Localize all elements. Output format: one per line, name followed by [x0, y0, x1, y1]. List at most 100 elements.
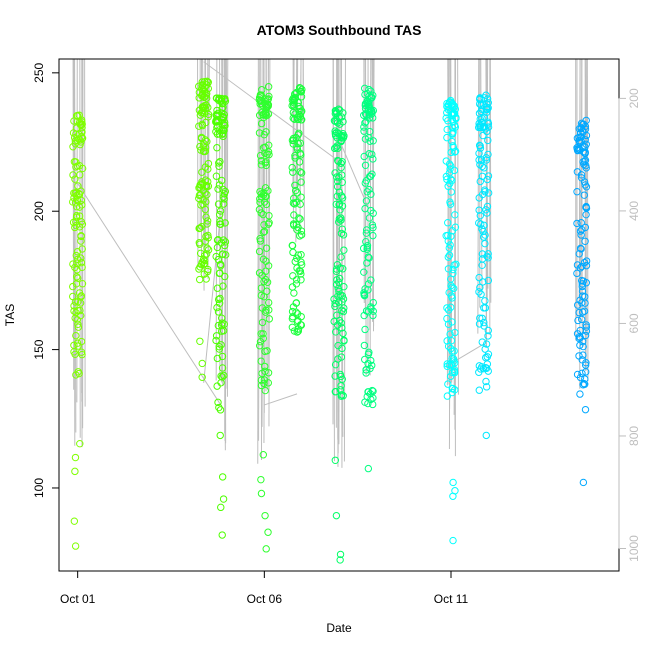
data-point	[365, 185, 373, 194]
data-point	[199, 103, 207, 111]
data-point	[260, 113, 268, 122]
data-point	[579, 478, 588, 487]
data-point	[361, 84, 369, 93]
data-point	[201, 83, 209, 91]
data-point	[444, 265, 453, 273]
data-point	[200, 93, 208, 102]
data-point	[261, 149, 269, 157]
data-point	[476, 314, 484, 322]
data-point	[74, 182, 82, 190]
data-point	[75, 289, 84, 297]
data-point	[476, 177, 484, 186]
data-point	[289, 168, 297, 176]
data-point	[290, 200, 299, 208]
data-point	[338, 306, 346, 315]
data-point	[481, 231, 489, 239]
data-point	[196, 337, 204, 345]
data-point	[72, 308, 80, 317]
data-point	[369, 137, 377, 145]
data-point	[443, 175, 451, 184]
data-point	[337, 253, 345, 261]
data-point	[261, 511, 269, 520]
y-tick-label: 200	[32, 201, 46, 221]
data-point	[446, 372, 455, 381]
data-point	[260, 221, 268, 229]
data-point	[71, 137, 80, 145]
data-point	[369, 298, 377, 307]
data-point	[575, 133, 583, 142]
data-point	[582, 279, 591, 287]
secondary-tick-label: 1000	[627, 535, 641, 562]
data-point	[365, 100, 373, 109]
data-point	[363, 392, 371, 401]
data-point	[582, 359, 590, 367]
secondary-tick-label: 600	[627, 313, 641, 333]
data-point	[575, 250, 583, 258]
data-point	[481, 186, 489, 194]
data-point	[449, 478, 457, 487]
data-point	[366, 106, 374, 114]
data-point	[289, 134, 298, 143]
data-point	[573, 219, 581, 228]
data-point	[212, 336, 220, 345]
data-point	[256, 342, 264, 350]
data-point	[446, 165, 454, 173]
data-point	[265, 141, 273, 149]
data-point	[338, 344, 346, 353]
data-point	[289, 272, 297, 280]
data-point	[367, 276, 375, 284]
chart-title: ATOM3 Southbound TAS	[257, 22, 422, 38]
data-point	[216, 294, 224, 303]
data-point	[259, 334, 267, 343]
data-point	[484, 136, 492, 145]
data-point	[581, 361, 590, 369]
data-point	[219, 200, 228, 208]
data-point	[336, 386, 345, 394]
data-point	[214, 109, 222, 118]
data-point	[581, 380, 589, 388]
data-point	[484, 350, 493, 358]
data-point	[258, 318, 267, 327]
data-point	[480, 318, 488, 327]
trace-line	[268, 58, 271, 427]
data-point	[362, 226, 371, 234]
data-point	[446, 198, 454, 206]
data-point	[297, 321, 306, 329]
data-point	[574, 316, 582, 325]
data-point	[295, 84, 304, 92]
data-point	[334, 292, 342, 300]
data-point	[297, 116, 306, 124]
data-point	[196, 142, 204, 151]
data-point	[447, 336, 456, 345]
data-point	[478, 314, 486, 322]
data-point	[74, 274, 82, 282]
data-point	[580, 379, 588, 388]
data-point	[336, 370, 345, 379]
data-point	[75, 203, 84, 211]
data-point	[336, 120, 344, 128]
data-point	[447, 188, 456, 196]
data-point	[479, 233, 488, 241]
data-point	[213, 144, 221, 152]
data-point	[484, 120, 493, 128]
data-point	[448, 388, 456, 397]
data-point	[217, 314, 226, 322]
data-point	[333, 109, 341, 118]
data-point	[337, 214, 345, 222]
data-point	[255, 111, 264, 119]
data-point	[359, 244, 368, 253]
data-point	[332, 328, 340, 336]
data-point	[338, 178, 346, 187]
data-point	[576, 373, 585, 382]
data-point	[265, 211, 273, 220]
data-point	[195, 275, 204, 284]
data-point	[289, 303, 298, 311]
data-point	[288, 241, 297, 250]
data-point	[72, 273, 81, 281]
data-point	[217, 96, 226, 105]
trace-line	[260, 58, 263, 461]
data-point	[217, 379, 225, 387]
data-point	[575, 352, 583, 360]
data-point	[482, 364, 491, 373]
data-point	[579, 308, 587, 316]
